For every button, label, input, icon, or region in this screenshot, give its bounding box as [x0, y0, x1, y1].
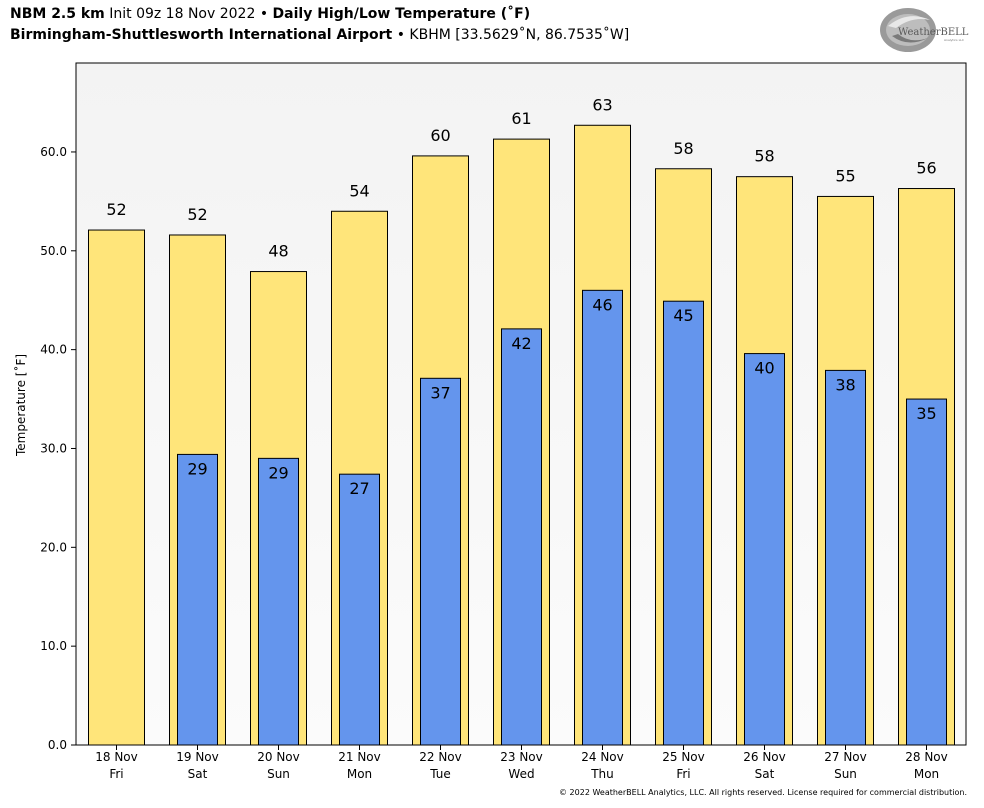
- low-temp-label: 38: [835, 375, 855, 394]
- high-temp-label: 60: [430, 126, 450, 145]
- high-temp-label: 52: [187, 205, 207, 224]
- low-temp-bar: [663, 300, 704, 746]
- x-tick-date: 19 Nov: [176, 750, 219, 764]
- x-tick-date: 18 Nov: [95, 750, 138, 764]
- low-temp-label: 35: [916, 404, 936, 423]
- x-tick-day: Tue: [429, 767, 451, 781]
- low-temp-bar: [258, 457, 299, 746]
- x-tick-day: Wed: [508, 767, 534, 781]
- x-tick-date: 25 Nov: [662, 750, 705, 764]
- title-separator: •: [259, 6, 269, 22]
- weatherbell-logo: WeatherBELL Analytics LLC: [880, 8, 969, 52]
- low-temp-bar: [501, 328, 542, 746]
- high-temp-label: 61: [511, 109, 531, 128]
- low-temp-bar: [744, 353, 785, 746]
- low-temp-label: 46: [592, 295, 612, 314]
- x-tick-day: Thu: [590, 767, 614, 781]
- x-tick-date: 22 Nov: [419, 750, 462, 764]
- copyright-footer: © 2022 WeatherBELL Analytics, LLC. All r…: [559, 788, 967, 797]
- x-tick-day: Fri: [676, 767, 690, 781]
- station-name: Birmingham-Shuttlesworth International A…: [10, 27, 393, 43]
- low-temp-bar: [339, 473, 380, 746]
- station-info: KBHM [33.5629˚N, 86.7535˚W]: [409, 27, 630, 43]
- high-temp-label: 55: [835, 166, 855, 185]
- high-temp-label: 48: [268, 242, 288, 261]
- logo-text: WeatherBELL: [898, 27, 969, 38]
- low-temp-bar: [420, 377, 461, 746]
- high-temp-label: 63: [592, 95, 612, 114]
- low-temp-label: 37: [430, 383, 450, 402]
- high-temp-label: 58: [754, 147, 774, 166]
- high-temp-label: 52: [106, 200, 126, 219]
- y-tick-label: 30.0: [40, 441, 67, 455]
- low-temp-label: 29: [187, 459, 207, 478]
- low-temp-bar: [177, 453, 218, 746]
- init-time: Init 09z 18 Nov 2022: [109, 6, 256, 22]
- chart-subtitle: Birmingham-Shuttlesworth International A…: [10, 27, 629, 43]
- low-temp-label: 42: [511, 334, 531, 353]
- x-tick-date: 28 Nov: [905, 750, 948, 764]
- x-tick-day: Mon: [914, 767, 939, 781]
- y-tick-label: 0.0: [48, 738, 67, 752]
- low-temp-label: 29: [268, 463, 288, 482]
- y-axis-title: Temperature [˚F]: [13, 354, 28, 457]
- y-tick-label: 50.0: [40, 244, 67, 258]
- product-name: Daily High/Low Temperature (˚F): [272, 6, 531, 22]
- x-tick-date: 21 Nov: [338, 750, 381, 764]
- high-temp-label: 54: [349, 181, 369, 200]
- y-tick-label: 20.0: [40, 540, 67, 554]
- low-temp-bar: [906, 398, 947, 746]
- high-temp-label: 56: [916, 159, 936, 178]
- x-tick-day: Sun: [267, 767, 290, 781]
- x-tick-day: Sat: [188, 767, 208, 781]
- x-tick-date: 20 Nov: [257, 750, 300, 764]
- x-tick-date: 26 Nov: [743, 750, 786, 764]
- x-tick-date: 23 Nov: [500, 750, 543, 764]
- high-temp-label: 58: [673, 139, 693, 158]
- x-tick-date: 27 Nov: [824, 750, 867, 764]
- low-temp-bar: [825, 369, 866, 746]
- y-tick-label: 40.0: [40, 343, 67, 357]
- subtitle-separator: •: [396, 27, 405, 43]
- low-temp-label: 40: [754, 359, 774, 378]
- low-temp-bar: [582, 289, 623, 746]
- chart-title: NBM 2.5 km Init 09z 18 Nov 2022 • Daily …: [10, 6, 530, 22]
- low-temp-label: 45: [673, 306, 693, 325]
- logo-subtext: Analytics LLC: [944, 38, 964, 42]
- model-name: NBM 2.5 km: [10, 6, 105, 22]
- x-tick-day: Fri: [109, 767, 123, 781]
- high-temp-bar: [88, 229, 145, 746]
- x-tick-date: 24 Nov: [581, 750, 624, 764]
- x-tick-day: Sun: [834, 767, 857, 781]
- x-tick-day: Mon: [347, 767, 372, 781]
- y-tick-label: 10.0: [40, 639, 67, 653]
- y-tick-label: 60.0: [40, 145, 67, 159]
- low-temp-label: 27: [349, 479, 369, 498]
- x-tick-day: Sat: [755, 767, 775, 781]
